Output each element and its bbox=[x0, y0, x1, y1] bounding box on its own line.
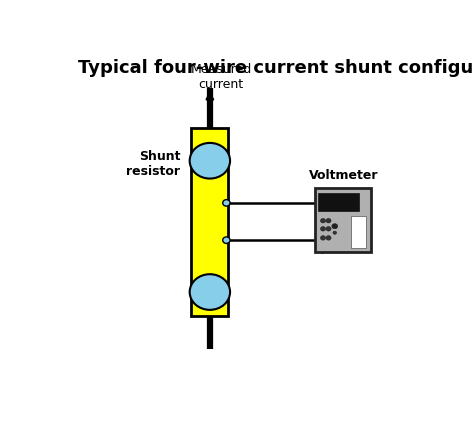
Text: Typical four-wire current shunt configuration: Typical four-wire current shunt configur… bbox=[78, 59, 474, 77]
Circle shape bbox=[332, 224, 337, 229]
Circle shape bbox=[223, 237, 230, 243]
Circle shape bbox=[326, 226, 331, 231]
Circle shape bbox=[326, 236, 331, 240]
Circle shape bbox=[223, 200, 230, 206]
Circle shape bbox=[320, 236, 326, 240]
Circle shape bbox=[333, 231, 337, 234]
Bar bbox=[315, 188, 372, 251]
Circle shape bbox=[326, 218, 331, 223]
Circle shape bbox=[190, 274, 230, 310]
Circle shape bbox=[320, 218, 326, 223]
Bar bbox=[351, 216, 366, 248]
Bar bbox=[318, 193, 359, 211]
Circle shape bbox=[190, 143, 230, 179]
Text: Shunt
resistor: Shunt resistor bbox=[127, 150, 181, 178]
Text: Measured
current: Measured current bbox=[190, 64, 252, 91]
Bar bbox=[191, 128, 228, 316]
Text: Voltmeter: Voltmeter bbox=[309, 169, 379, 182]
Circle shape bbox=[320, 226, 326, 231]
